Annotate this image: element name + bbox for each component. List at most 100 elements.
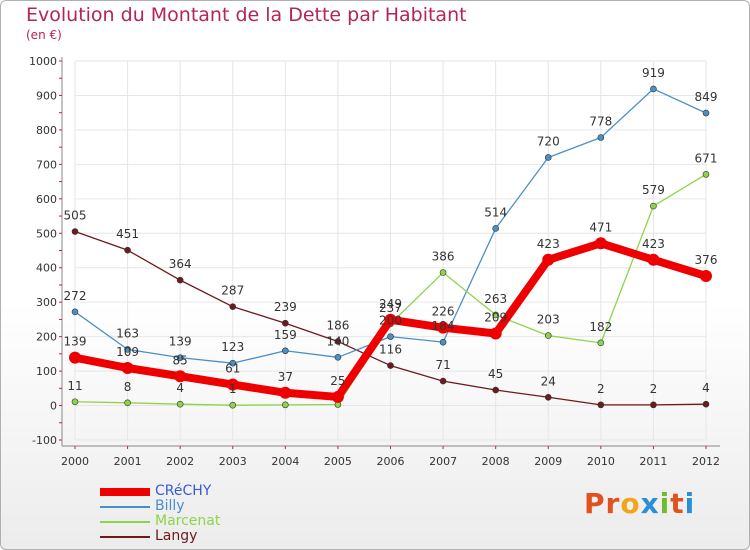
data-label: 4 xyxy=(702,381,710,395)
data-point xyxy=(229,303,237,310)
data-point xyxy=(69,351,81,364)
data-label: 116 xyxy=(379,343,402,357)
data-point xyxy=(492,311,499,319)
data-label: 200 xyxy=(379,314,402,328)
data-label: 249 xyxy=(379,297,402,311)
x-tick-label: 2006 xyxy=(377,455,405,468)
chart-title: Evolution du Montant de la Dette par Hab… xyxy=(26,4,467,26)
data-point xyxy=(387,362,394,369)
data-point xyxy=(124,246,131,254)
data-label: 85 xyxy=(173,353,188,367)
data-label: 109 xyxy=(116,345,139,359)
data-point xyxy=(597,134,605,141)
data-point xyxy=(594,237,607,250)
y-tick-label: 700 xyxy=(36,158,57,171)
legend-swatch-marcenat xyxy=(100,521,150,523)
data-label: 376 xyxy=(695,253,718,267)
data-point xyxy=(702,400,710,408)
data-label: 423 xyxy=(642,237,665,251)
data-point xyxy=(700,269,712,282)
data-point xyxy=(650,401,657,409)
data-label: 778 xyxy=(589,114,612,128)
legend-label-billy: Billy xyxy=(155,498,185,514)
data-label: 1 xyxy=(229,382,237,396)
logo-part: Pr xyxy=(584,487,621,520)
data-label: 237 xyxy=(379,301,402,315)
data-point xyxy=(489,327,502,340)
data-label: 71 xyxy=(435,358,450,372)
data-label: 8 xyxy=(124,380,132,394)
data-point xyxy=(650,85,657,93)
x-tick-label: 2009 xyxy=(534,455,562,468)
data-point xyxy=(702,109,710,117)
data-point xyxy=(650,202,657,210)
data-point xyxy=(439,377,447,385)
data-point xyxy=(71,228,79,235)
logo-part: i xyxy=(684,487,696,520)
data-label: 287 xyxy=(221,284,244,298)
data-label: 263 xyxy=(484,292,507,306)
data-label: 579 xyxy=(642,183,665,197)
legend-label-langy: Langy xyxy=(155,528,198,544)
data-point xyxy=(229,401,237,409)
data-point xyxy=(71,308,79,316)
data-point xyxy=(439,338,447,346)
x-tick-label: 2001 xyxy=(114,455,142,468)
legend-item-billy: Billy xyxy=(100,499,300,514)
x-tick-label: 2003 xyxy=(219,455,247,468)
y-tick-label: 400 xyxy=(36,262,57,275)
x-tick-label: 2004 xyxy=(271,455,299,468)
data-label: 45 xyxy=(488,367,503,381)
data-point xyxy=(647,253,660,266)
data-point xyxy=(121,361,134,374)
data-label: 25 xyxy=(330,374,345,388)
data-point xyxy=(334,354,342,361)
data-point xyxy=(226,378,239,391)
data-point xyxy=(176,276,184,284)
data-label: 2 xyxy=(650,382,658,396)
legend-swatch-langy xyxy=(100,536,150,538)
legend-label-crechy: CRéCHY xyxy=(155,483,212,499)
data-label: 849 xyxy=(695,90,718,104)
x-tick-label: 2000 xyxy=(61,455,89,468)
data-point xyxy=(492,386,499,394)
x-tick-label: 2008 xyxy=(482,455,510,468)
data-point xyxy=(597,401,605,409)
data-label: 203 xyxy=(537,313,560,327)
data-label: 423 xyxy=(537,237,560,251)
data-label: 182 xyxy=(589,320,612,334)
y-tick-label: -100 xyxy=(32,434,57,447)
data-label: 364 xyxy=(169,257,192,271)
data-point xyxy=(71,398,79,406)
data-label: 140 xyxy=(326,334,349,348)
x-tick-label: 2007 xyxy=(429,455,457,468)
legend-item-langy: Langy xyxy=(100,529,300,544)
data-point xyxy=(124,399,131,407)
data-label: 272 xyxy=(64,289,87,303)
y-tick-label: 600 xyxy=(36,193,57,206)
data-point xyxy=(542,253,555,266)
y-tick-label: 1000 xyxy=(29,55,57,68)
legend-item-crechy: CRéCHY xyxy=(100,484,300,499)
data-point xyxy=(492,225,499,232)
data-label: 451 xyxy=(116,227,139,241)
legend-item-marcenat: Marcenat xyxy=(100,514,300,529)
data-point xyxy=(702,171,710,178)
chart-subtitle: (en €) xyxy=(26,28,62,42)
x-tick-label: 2012 xyxy=(692,455,720,468)
y-tick-label: 800 xyxy=(36,124,57,137)
data-label: 671 xyxy=(695,151,718,165)
data-label: 471 xyxy=(589,220,612,234)
data-label: 505 xyxy=(64,209,87,223)
logo-part: i xyxy=(659,487,671,520)
data-point xyxy=(544,393,552,401)
x-tick-label: 2011 xyxy=(639,455,667,468)
data-label: 226 xyxy=(432,305,455,319)
y-tick-label: 0 xyxy=(50,400,57,413)
legend: CRéCHY Billy Marcenat Langy xyxy=(100,484,300,544)
data-point xyxy=(282,319,289,327)
y-tick-label: 500 xyxy=(36,227,57,240)
data-label: 139 xyxy=(64,335,87,349)
y-tick-label: 900 xyxy=(36,89,57,102)
data-label: 386 xyxy=(432,250,455,264)
